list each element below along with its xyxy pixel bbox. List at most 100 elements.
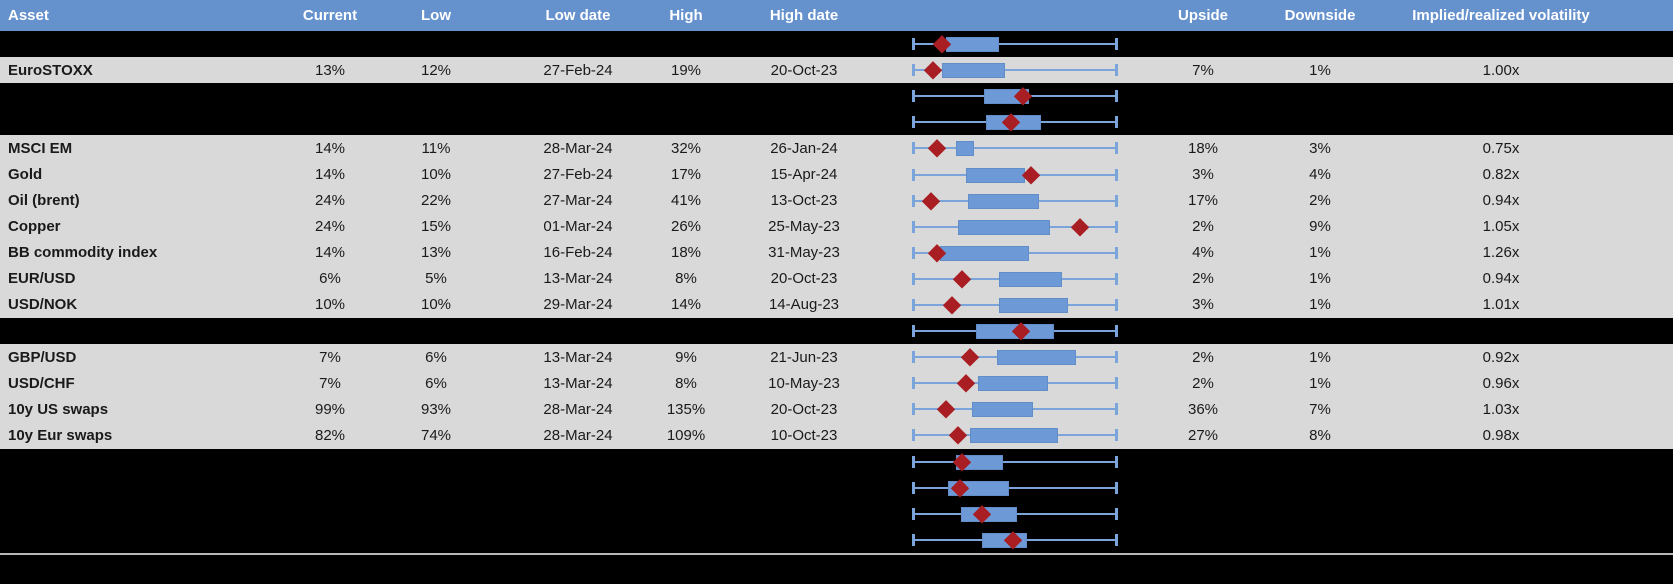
boxplot-chart [910,266,1120,292]
whisker-cap-left [912,272,915,285]
cell-low: 74% [420,426,452,444]
cell-low: 15% [420,218,452,236]
header-implied-realized: Implied/realized volatility [1412,7,1590,24]
cell-high-date: 14-Aug-23 [768,296,840,314]
cell-current: 14% [314,166,346,184]
cell-low-date: 27-Feb-24 [543,166,613,184]
row-filler [1648,135,1673,161]
table-row: USD/NOK 10% 10% 29-Mar-24 14% 14-Aug-23 3% 1% 1.… [0,291,1673,319]
header-filler [1648,0,1673,31]
separator-chart-row [0,474,1673,501]
whisker-cap-right [1115,351,1118,364]
whisker-cap-left [912,194,915,207]
row-filler [1648,370,1673,396]
current-marker-diamond-icon [949,426,967,445]
whisker-line [913,69,1117,72]
range-box [945,37,999,53]
whisker-cap-right [1115,533,1118,546]
cell-upside: 7% [1192,61,1214,79]
cell-asset: BB commodity index [8,244,158,262]
cell-implied-realized: 1.26x [1482,244,1520,262]
cell-implied-realized [1354,31,1648,57]
cell-high-date: 20-Oct-23 [770,400,838,418]
whisker-cap-right [1115,429,1118,442]
cell-high-date [698,83,910,109]
cell-upside: 27% [1187,426,1219,444]
header-asset: Asset [8,7,49,24]
cell-asset: EUR/USD [8,270,76,288]
cell-upside [1120,83,1286,109]
separator-chart-row [0,109,1673,136]
cell-asset: Copper [8,218,61,236]
cell-asset: 10y Eur swaps [8,426,113,444]
cell-current: 99% [314,400,346,418]
cell-low-date: 28-Mar-24 [543,400,613,418]
cell-downside [1286,109,1354,135]
range-box [966,167,1026,183]
cell-high [674,501,698,527]
cell-implied-realized [1354,318,1648,344]
cell-low: 6% [425,348,447,366]
cell-implied-realized: 0.98x [1482,426,1520,444]
whisker-cap-right [1115,403,1118,416]
cell-high-date: 13-Oct-23 [770,192,838,210]
cell-downside: 1% [1309,244,1331,262]
cell-high: 8% [675,374,697,392]
row-filler [1648,318,1673,344]
cell-current: 14% [314,139,346,157]
range-box [996,350,1077,366]
current-marker-diamond-icon [953,270,971,288]
row-filler [1648,57,1673,83]
separator-chart-row [0,83,1673,110]
cell-low-date [482,449,674,475]
cell-downside: 1% [1309,348,1331,366]
cell-implied-realized [1354,449,1648,475]
whisker-cap-left [912,64,915,77]
whisker-cap-left [912,298,915,311]
whisker-cap-left [912,246,915,259]
cell-low-date [482,475,674,501]
cell-current [270,318,390,344]
whisker-cap-right [1115,325,1118,338]
header-current: Current [302,7,358,24]
cell-downside: 1% [1309,296,1331,314]
cell-asset: GBP/USD [8,348,77,366]
row-filler [1648,527,1673,553]
boxplot-chart [910,422,1120,448]
boxplot-chart [910,109,1120,135]
cell-low [390,83,482,109]
cell-high-date: 15-Apr-24 [770,166,838,184]
cell-downside: 8% [1309,426,1331,444]
table-row: Oil (brent) 24% 22% 27-Mar-24 41% 13-Oct-23 17… [0,187,1673,214]
whisker-cap-right [1115,38,1118,51]
cell-high-date: 21-Jun-23 [770,348,838,366]
cell-low: 22% [420,192,452,210]
cell-high [674,31,698,57]
cell-downside [1286,475,1354,501]
table-row: EuroSTOXX 13% 12% 27-Feb-24 19% 20-Oct-23 7% 1%… [0,57,1673,84]
cell-asset [0,109,270,135]
cell-low-date: 28-Mar-24 [543,426,613,444]
cell-current: 7% [319,348,341,366]
cell-asset [0,501,270,527]
boxplot-chart [910,527,1120,553]
boxplot-chart [910,501,1120,527]
current-marker-diamond-icon [1071,217,1090,236]
whisker-cap-left [912,481,915,494]
table-row: 10y Eur swaps 82% 74% 28-Mar-24 109% 10-Oct-2… [0,422,1673,449]
cell-asset: MSCI EM [8,139,73,157]
cell-low: 12% [420,61,452,79]
cell-low: 11% [421,139,451,157]
cell-high [674,318,698,344]
cell-upside [1120,475,1286,501]
header-chart-spacer [910,0,1120,31]
whisker-line [913,486,1117,489]
cell-implied-realized [1354,109,1648,135]
range-box [941,63,1005,79]
cell-high-date [698,527,910,553]
cell-low-date: 27-Mar-24 [543,192,613,210]
boxplot-chart [910,161,1120,187]
whisker-cap-right [1115,455,1118,468]
table-row: 10y US swaps 99% 93% 28-Mar-24 135% 20-Oct-23… [0,396,1673,423]
